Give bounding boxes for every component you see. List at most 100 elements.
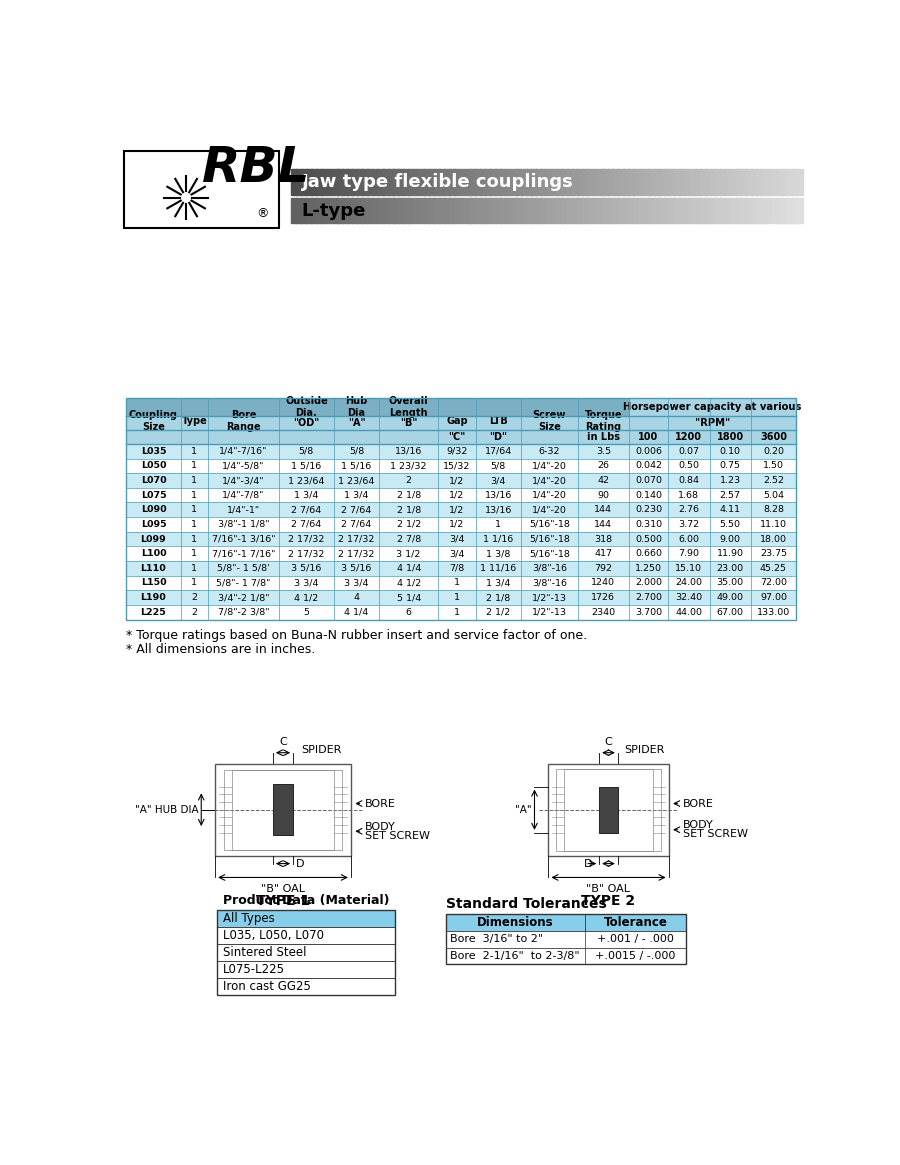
- Text: L225: L225: [140, 608, 166, 616]
- Bar: [363, 198, 368, 223]
- Bar: [546, 198, 553, 223]
- Bar: [521, 169, 526, 196]
- Bar: [424, 198, 429, 223]
- Bar: [388, 169, 394, 196]
- Bar: [388, 198, 394, 223]
- Bar: [689, 198, 696, 223]
- Text: 1726: 1726: [591, 593, 616, 602]
- Text: 1/4"-20: 1/4"-20: [532, 476, 567, 485]
- Bar: [562, 169, 568, 196]
- Bar: [756, 169, 762, 196]
- Bar: [644, 169, 650, 196]
- Text: Tolerance: Tolerance: [604, 916, 668, 929]
- Bar: [680, 198, 686, 223]
- Text: 5/8: 5/8: [299, 446, 314, 456]
- Text: 7/8"-2 3/8": 7/8"-2 3/8": [218, 608, 269, 616]
- Text: * Torque ratings based on Buna-N rubber insert and service factor of one.: * Torque ratings based on Buna-N rubber …: [126, 629, 588, 642]
- Text: BODY: BODY: [682, 820, 714, 831]
- Text: 2.52: 2.52: [763, 476, 784, 485]
- Bar: [680, 169, 686, 196]
- Bar: [592, 198, 598, 223]
- Text: 4 1/2: 4 1/2: [294, 593, 319, 602]
- Text: 1: 1: [192, 490, 197, 500]
- Bar: [685, 198, 690, 223]
- Text: 11.10: 11.10: [760, 520, 787, 529]
- Bar: [654, 198, 660, 223]
- Bar: [736, 198, 742, 223]
- Text: 13/16: 13/16: [395, 446, 422, 456]
- Text: 1: 1: [192, 564, 197, 573]
- Bar: [787, 198, 793, 223]
- Text: L095: L095: [140, 520, 166, 529]
- Text: 1: 1: [454, 579, 460, 587]
- Bar: [470, 169, 476, 196]
- Text: 15.10: 15.10: [675, 564, 702, 573]
- Text: 2 1/2: 2 1/2: [486, 608, 510, 616]
- Bar: [215, 763, 351, 856]
- Text: 0.84: 0.84: [679, 476, 699, 485]
- Bar: [363, 169, 368, 196]
- Bar: [567, 198, 573, 223]
- Bar: [446, 947, 686, 965]
- Bar: [526, 198, 532, 223]
- Text: 3 5/16: 3 5/16: [341, 564, 372, 573]
- Bar: [562, 198, 568, 223]
- Bar: [126, 562, 796, 576]
- Bar: [639, 198, 644, 223]
- Text: L110: L110: [140, 564, 166, 573]
- Text: 4: 4: [354, 593, 359, 602]
- Text: 1/2: 1/2: [449, 476, 464, 485]
- Text: "OD": "OD": [293, 418, 320, 429]
- Text: 2 17/32: 2 17/32: [288, 549, 325, 558]
- Bar: [321, 198, 328, 223]
- Text: D: D: [296, 859, 305, 869]
- Text: 3/8"-16: 3/8"-16: [532, 579, 567, 587]
- Bar: [491, 198, 496, 223]
- Bar: [445, 169, 450, 196]
- Bar: [598, 169, 604, 196]
- Bar: [398, 198, 404, 223]
- Bar: [542, 169, 547, 196]
- Text: "A": "A": [515, 805, 531, 814]
- Bar: [613, 169, 619, 196]
- Bar: [409, 198, 414, 223]
- Text: 5/8: 5/8: [349, 446, 364, 456]
- Bar: [725, 169, 732, 196]
- Text: C: C: [279, 736, 287, 747]
- Text: SET SCREW: SET SCREW: [682, 829, 748, 839]
- Bar: [644, 198, 650, 223]
- Text: 1/4"-20: 1/4"-20: [532, 506, 567, 514]
- Bar: [705, 198, 711, 223]
- Bar: [506, 169, 511, 196]
- Bar: [716, 169, 721, 196]
- Bar: [756, 198, 762, 223]
- Text: 6-32: 6-32: [538, 446, 560, 456]
- Bar: [429, 198, 435, 223]
- Text: 2 7/64: 2 7/64: [292, 506, 321, 514]
- Text: 2 17/32: 2 17/32: [288, 535, 325, 544]
- Text: +.001 / - .000: +.001 / - .000: [598, 934, 674, 944]
- Text: 3 3/4: 3 3/4: [294, 579, 319, 587]
- Text: in Lbs: in Lbs: [587, 432, 620, 442]
- Text: 5/8"- 1 7/8": 5/8"- 1 7/8": [216, 579, 271, 587]
- Text: 0.500: 0.500: [635, 535, 662, 544]
- Bar: [291, 169, 297, 196]
- Bar: [480, 198, 486, 223]
- Bar: [126, 605, 796, 620]
- Text: 0.75: 0.75: [720, 461, 741, 471]
- Bar: [767, 169, 772, 196]
- Bar: [485, 198, 491, 223]
- Bar: [567, 169, 573, 196]
- Text: 3/4: 3/4: [491, 476, 506, 485]
- Text: 5/16"-18: 5/16"-18: [529, 535, 570, 544]
- Text: 1800: 1800: [716, 432, 743, 442]
- Text: 3/4"-2 1/8": 3/4"-2 1/8": [218, 593, 269, 602]
- Text: L075: L075: [140, 490, 166, 500]
- Text: 1 5/16: 1 5/16: [292, 461, 321, 471]
- Bar: [771, 198, 778, 223]
- Text: TYPE 1: TYPE 1: [256, 895, 310, 909]
- Text: 5/8"- 1 5/8': 5/8"- 1 5/8': [217, 564, 270, 573]
- Text: 2 1/8: 2 1/8: [397, 506, 421, 514]
- Bar: [556, 769, 661, 850]
- Bar: [700, 169, 706, 196]
